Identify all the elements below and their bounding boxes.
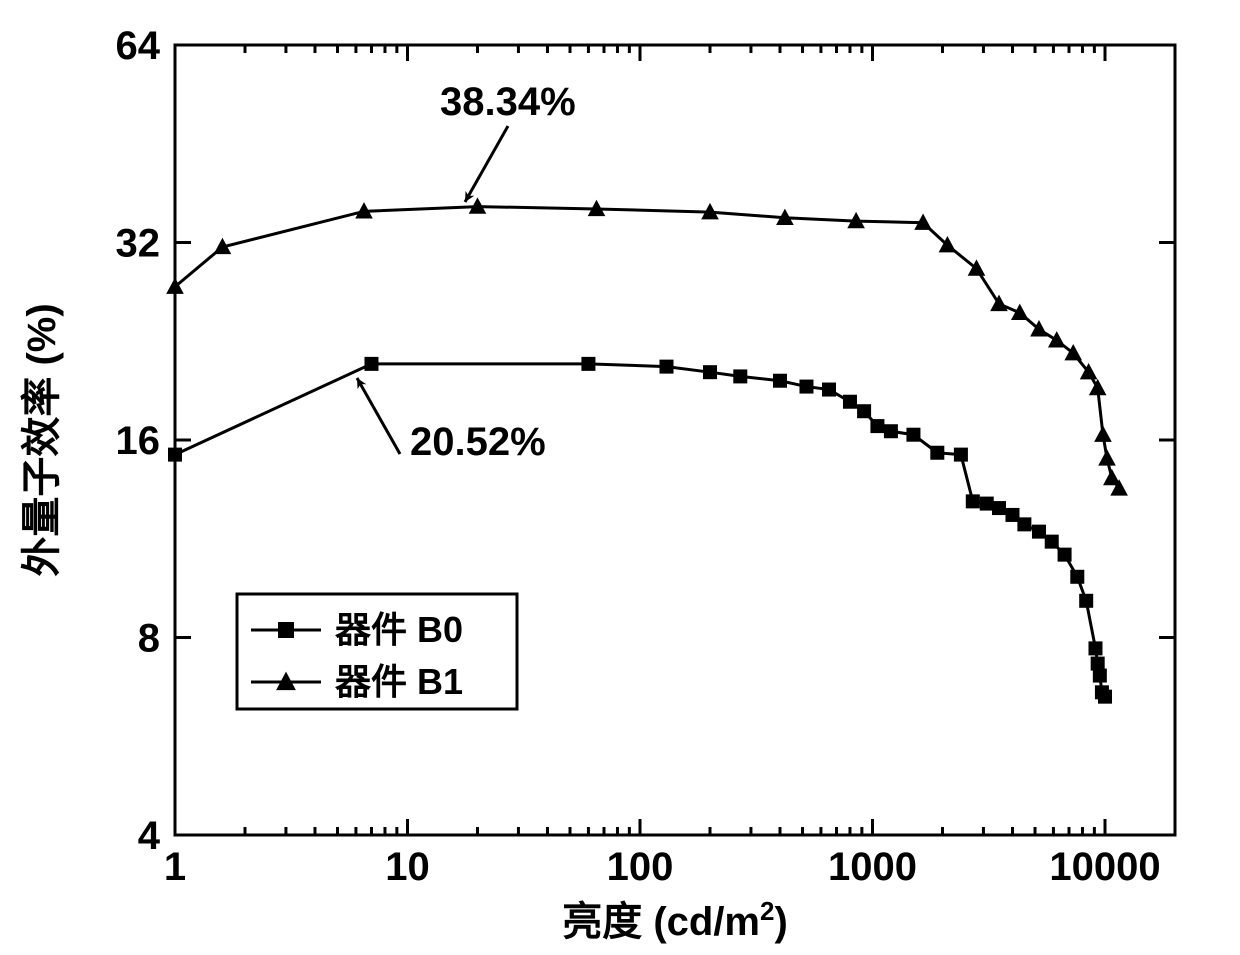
y-tick-label: 64 <box>116 24 161 68</box>
y-tick-label: 32 <box>116 222 161 266</box>
x-tick-label: 10 <box>385 845 430 889</box>
chart-container: 1 10 100 1000 10000 4 8 16 32 64 亮度 (cd/m2) 外量子效率 (… <box>0 0 1240 955</box>
eqe-vs-luminance-chart: 1 10 100 1000 10000 4 8 16 32 64 亮度 (cd/m2) 外量子效率 (… <box>0 0 1240 955</box>
y-tick-label: 16 <box>116 419 161 463</box>
y-tick-label: 4 <box>138 814 161 858</box>
y-axis-label: 外量子效率 (%) <box>20 303 64 576</box>
annotation-0: 38.34% <box>440 80 576 124</box>
y-tick-label: 8 <box>138 617 160 661</box>
x-tick-label: 10000 <box>1049 845 1160 889</box>
x-axis-label: 亮度 (cd/m2) <box>562 896 788 944</box>
x-tick-label: 100 <box>607 845 674 889</box>
legend-label-0: 器件 B0 <box>335 609 463 650</box>
legend-label-1: 器件 B1 <box>335 661 463 702</box>
x-tick-label: 1 <box>164 845 186 889</box>
x-tick-label: 1000 <box>828 845 917 889</box>
annotation-1: 20.52% <box>410 420 546 464</box>
